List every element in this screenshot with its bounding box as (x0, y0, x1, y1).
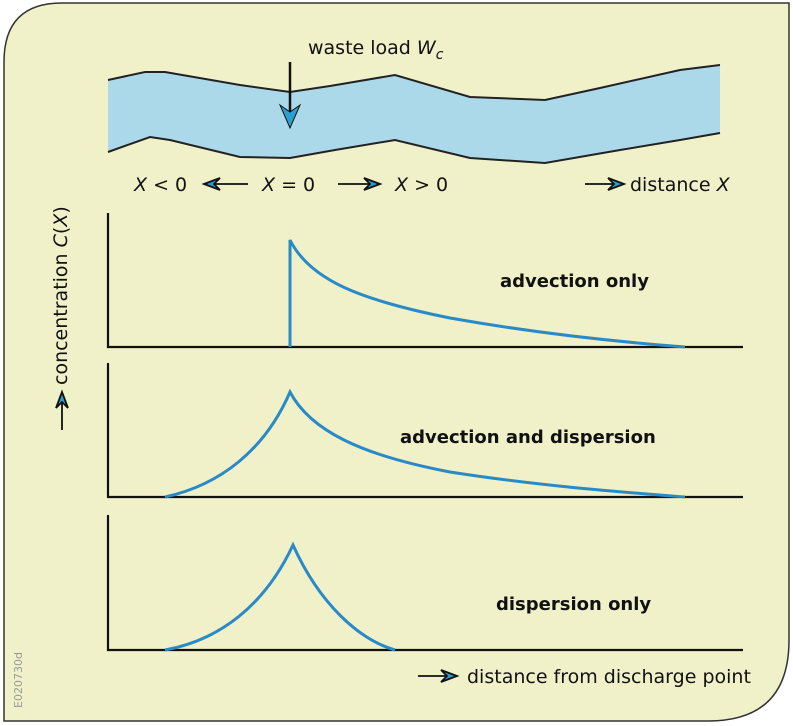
label-text: waste load (308, 37, 411, 59)
distance-label: distance X (630, 174, 731, 196)
figure-id: E020730d (12, 652, 25, 708)
panel-background (3, 2, 790, 722)
var: X (261, 174, 276, 196)
text: concentration (50, 253, 72, 385)
rest: > 0 (414, 174, 448, 196)
var: X (133, 174, 148, 196)
waste-load-label: waste load Wc (308, 37, 444, 63)
advection-dispersion-curve (164, 388, 686, 499)
direction-arrows (55, 177, 627, 683)
paren: ) (50, 206, 72, 213)
x-axis-label: distance from discharge point (467, 666, 751, 688)
dispersion-curve (164, 541, 396, 652)
text: distance (630, 174, 711, 196)
y-axis-label: concentration C(X) (50, 206, 72, 385)
var: X (394, 174, 409, 196)
axis (106, 515, 743, 652)
advection-curve (288, 239, 686, 349)
river (108, 65, 720, 163)
paren: ( (50, 227, 72, 234)
var: X (716, 174, 731, 196)
panel-label: dispersion only (496, 594, 651, 615)
position-label: X = 0 (261, 174, 315, 196)
arrow-head (278, 103, 302, 130)
var: C (50, 233, 72, 247)
arg: X (50, 213, 72, 228)
river-bank (107, 132, 721, 165)
panel-label: advection and dispersion (400, 427, 656, 448)
position-label: X < 0 (133, 174, 187, 196)
axis (106, 363, 743, 499)
rest: < 0 (153, 174, 187, 196)
axis (106, 213, 743, 349)
river-bank (107, 64, 721, 102)
label-var: W (417, 37, 437, 59)
rest: = 0 (281, 174, 315, 196)
label-sub: c (436, 47, 444, 63)
panel-label: advection only (500, 271, 649, 292)
position-label: X > 0 (394, 174, 448, 196)
